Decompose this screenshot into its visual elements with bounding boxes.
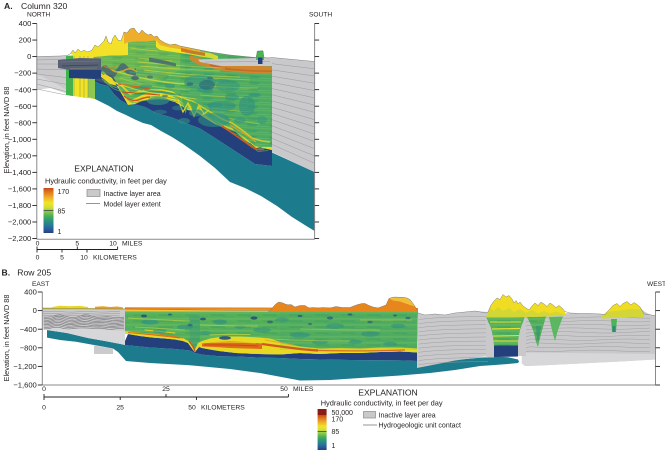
svg-text:0: 0 [36, 255, 40, 262]
svg-text:−1,000: −1,000 [8, 135, 31, 144]
svg-text:EXPLANATION: EXPLANATION [358, 388, 418, 398]
svg-text:1: 1 [58, 229, 62, 236]
svg-text:−2,000: −2,000 [8, 218, 31, 227]
svg-text:A.: A. [4, 1, 13, 11]
svg-text:−2,200: −2,200 [8, 234, 31, 243]
svg-text:−600: −600 [14, 102, 31, 111]
svg-text:NORTH: NORTH [27, 12, 51, 19]
svg-text:200: 200 [19, 36, 32, 45]
svg-text:MILES: MILES [293, 386, 314, 393]
svg-text:Inactive layer area: Inactive layer area [379, 413, 436, 420]
svg-text:1: 1 [332, 443, 336, 450]
svg-text:0: 0 [27, 52, 31, 61]
svg-text:B.: B. [2, 268, 11, 278]
svg-text:25: 25 [116, 405, 124, 412]
svg-text:400: 400 [19, 19, 32, 28]
svg-text:0: 0 [36, 241, 40, 248]
svg-text:−800: −800 [14, 118, 31, 127]
svg-text:0: 0 [33, 306, 37, 315]
svg-text:0: 0 [42, 405, 46, 412]
svg-text:10: 10 [80, 255, 88, 262]
svg-text:Hydraulic conductivity, in fee: Hydraulic conductivity, in feet per day [321, 399, 443, 408]
svg-text:−1,800: −1,800 [8, 201, 31, 210]
svg-text:KILOMETERS: KILOMETERS [93, 255, 137, 262]
svg-text:SOUTH: SOUTH [309, 12, 332, 19]
svg-text:85: 85 [332, 429, 340, 436]
svg-text:50: 50 [188, 405, 196, 412]
svg-text:50: 50 [280, 386, 288, 393]
svg-text:−400: −400 [14, 85, 31, 94]
svg-text:Elevation, in feet NAVD 88: Elevation, in feet NAVD 88 [2, 295, 11, 382]
svg-text:Hydrogeologic unit contact: Hydrogeologic unit contact [379, 423, 462, 430]
svg-text:WEST: WEST [647, 281, 665, 288]
svg-text:50,000: 50,000 [332, 410, 354, 417]
svg-text:0: 0 [42, 386, 46, 393]
svg-text:−1,200: −1,200 [13, 362, 36, 371]
svg-text:−400: −400 [20, 325, 37, 334]
svg-text:Row 205: Row 205 [17, 268, 51, 278]
svg-text:−1,600: −1,600 [8, 185, 31, 194]
svg-text:Elevation, in feet NAVD 88: Elevation, in feet NAVD 88 [2, 87, 11, 174]
svg-text:Model layer extent: Model layer extent [104, 202, 161, 209]
svg-text:10: 10 [109, 241, 117, 248]
svg-text:−1,400: −1,400 [8, 168, 31, 177]
svg-text:170: 170 [58, 189, 70, 196]
svg-text:5: 5 [60, 255, 64, 262]
svg-text:170: 170 [332, 417, 344, 424]
svg-text:EAST: EAST [32, 281, 49, 288]
svg-text:EXPLANATION: EXPLANATION [74, 164, 134, 174]
svg-text:25: 25 [162, 386, 170, 393]
svg-text:KILOMETERS: KILOMETERS [201, 405, 245, 412]
svg-text:−1,600: −1,600 [13, 381, 36, 390]
svg-text:Column 320: Column 320 [21, 1, 68, 11]
svg-text:85: 85 [58, 209, 66, 216]
svg-text:MILES: MILES [122, 241, 143, 248]
svg-text:−1,200: −1,200 [8, 151, 31, 160]
svg-text:400: 400 [24, 288, 37, 297]
svg-text:Inactive layer area: Inactive layer area [104, 191, 161, 198]
svg-text:−200: −200 [14, 69, 31, 78]
svg-text:5: 5 [75, 241, 79, 248]
svg-text:−800: −800 [20, 343, 37, 352]
svg-text:Hydraulic conductivity, in fee: Hydraulic conductivity, in feet per day [45, 177, 167, 186]
